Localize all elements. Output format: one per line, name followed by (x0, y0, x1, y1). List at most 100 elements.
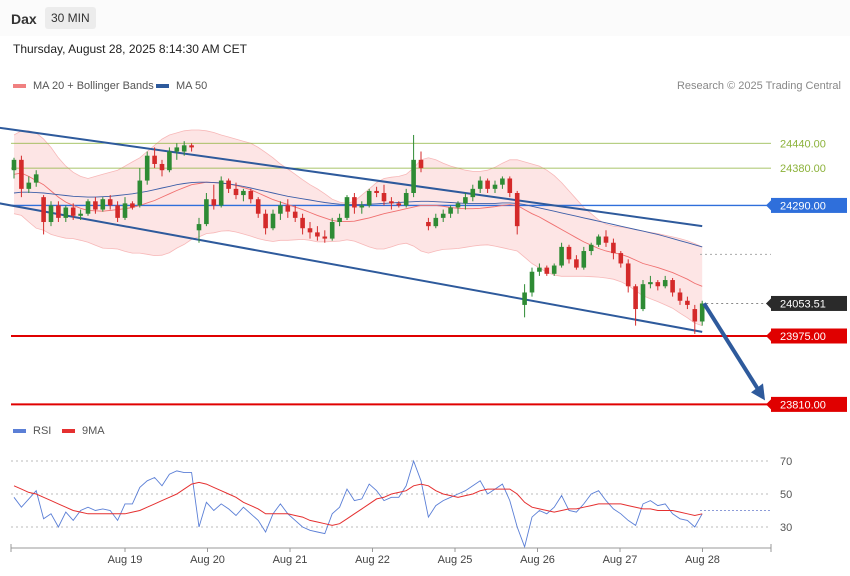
candle (596, 234, 601, 247)
candle (418, 151, 424, 173)
candle (566, 244, 572, 264)
candle (359, 201, 365, 214)
candle-body (670, 280, 675, 293)
trend-line-1 (0, 202, 703, 333)
candle (529, 267, 535, 297)
candle (477, 176, 483, 193)
rsi-ma9-legend: 9MA (62, 425, 105, 437)
candle (107, 195, 113, 210)
candle (588, 242, 594, 256)
candle-body (685, 300, 690, 305)
candle-body (167, 151, 172, 171)
candle (625, 259, 631, 293)
candle (152, 147, 157, 169)
candle (285, 199, 291, 218)
candle-body (285, 205, 291, 212)
candle (381, 184, 387, 206)
rsi-legend: RSI (13, 425, 51, 437)
candle-body (189, 145, 194, 148)
ma50-legend-label: MA 50 (176, 80, 208, 92)
candle-body (78, 213, 83, 216)
candle-body (463, 197, 468, 204)
candle-body (537, 267, 542, 272)
candle (181, 141, 187, 156)
candle-body (588, 244, 594, 252)
candle (344, 195, 350, 220)
x-tick-label-4: Aug 25 (438, 554, 473, 566)
copyright-notice: Research © 2025 Trading Central (676, 80, 841, 92)
candle (226, 178, 231, 193)
candle (692, 304, 698, 334)
candle (685, 296, 690, 310)
instrument-name: Dax (11, 11, 37, 27)
candle (611, 238, 616, 260)
candle (559, 242, 564, 268)
candle-body (211, 199, 217, 206)
candle (270, 209, 276, 231)
rsi-ma9-line (13, 481, 703, 526)
candle (85, 199, 91, 216)
candle (574, 255, 579, 270)
candle-body (618, 253, 624, 264)
candle-body (233, 188, 239, 196)
candle (544, 265, 550, 276)
last-price-tag-arrow (766, 298, 771, 309)
rsi-ma9-swatch (62, 429, 75, 433)
candle-body (63, 207, 69, 218)
candle-body (470, 188, 476, 198)
candle-body (196, 224, 202, 231)
candle-body (263, 213, 268, 229)
candle-body (344, 197, 350, 218)
candle (455, 201, 461, 214)
candle-body (492, 184, 498, 189)
candle-body (448, 207, 453, 214)
timeframe-button[interactable]: 30 MIN (45, 7, 96, 29)
projection-arrow-head (751, 383, 765, 401)
candle (26, 176, 32, 193)
candle-body (574, 259, 579, 268)
trend-line-0 (0, 126, 703, 228)
candle (63, 205, 69, 223)
candle (137, 168, 143, 208)
candle-body (477, 180, 483, 189)
candle-body (278, 205, 283, 214)
candle-body (255, 199, 261, 214)
candle-body (440, 213, 446, 218)
candle-body (48, 205, 54, 223)
level-tag-arrow-4 (766, 399, 771, 410)
ma50-line (13, 181, 703, 248)
candle-body (559, 246, 564, 266)
candle-body (640, 284, 646, 310)
candle (648, 275, 653, 289)
candle-body (625, 263, 631, 287)
bollinger-band (14, 130, 703, 326)
candle-body (603, 236, 609, 243)
chart-datetime: Thursday, August 28, 2025 8:14:30 AM CET (13, 42, 247, 56)
chart-header: Dax 30 MIN (0, 0, 850, 36)
candle-body (662, 280, 668, 287)
candle (603, 230, 609, 247)
candle-body (322, 236, 328, 239)
rsi-legend-label: RSI (33, 425, 52, 437)
candle-body (41, 197, 46, 223)
candle-body (551, 265, 557, 274)
candle (440, 209, 446, 223)
candle (263, 209, 268, 235)
level-tag-2 (771, 197, 847, 213)
candle-body (315, 232, 320, 237)
candle-body (396, 203, 402, 206)
candle (514, 190, 520, 235)
level-label-0: 24440.00 (780, 138, 826, 150)
ma50-legend: MA 50 (156, 80, 207, 92)
candle-body (566, 246, 572, 260)
candle (389, 197, 394, 210)
candle-body (655, 282, 661, 287)
candle (233, 182, 239, 200)
candle (337, 213, 342, 227)
candle (315, 226, 320, 241)
rsi-swatch (13, 429, 26, 433)
candle (507, 176, 513, 198)
candle (396, 201, 402, 208)
x-tick-label-7: Aug 28 (685, 554, 720, 566)
